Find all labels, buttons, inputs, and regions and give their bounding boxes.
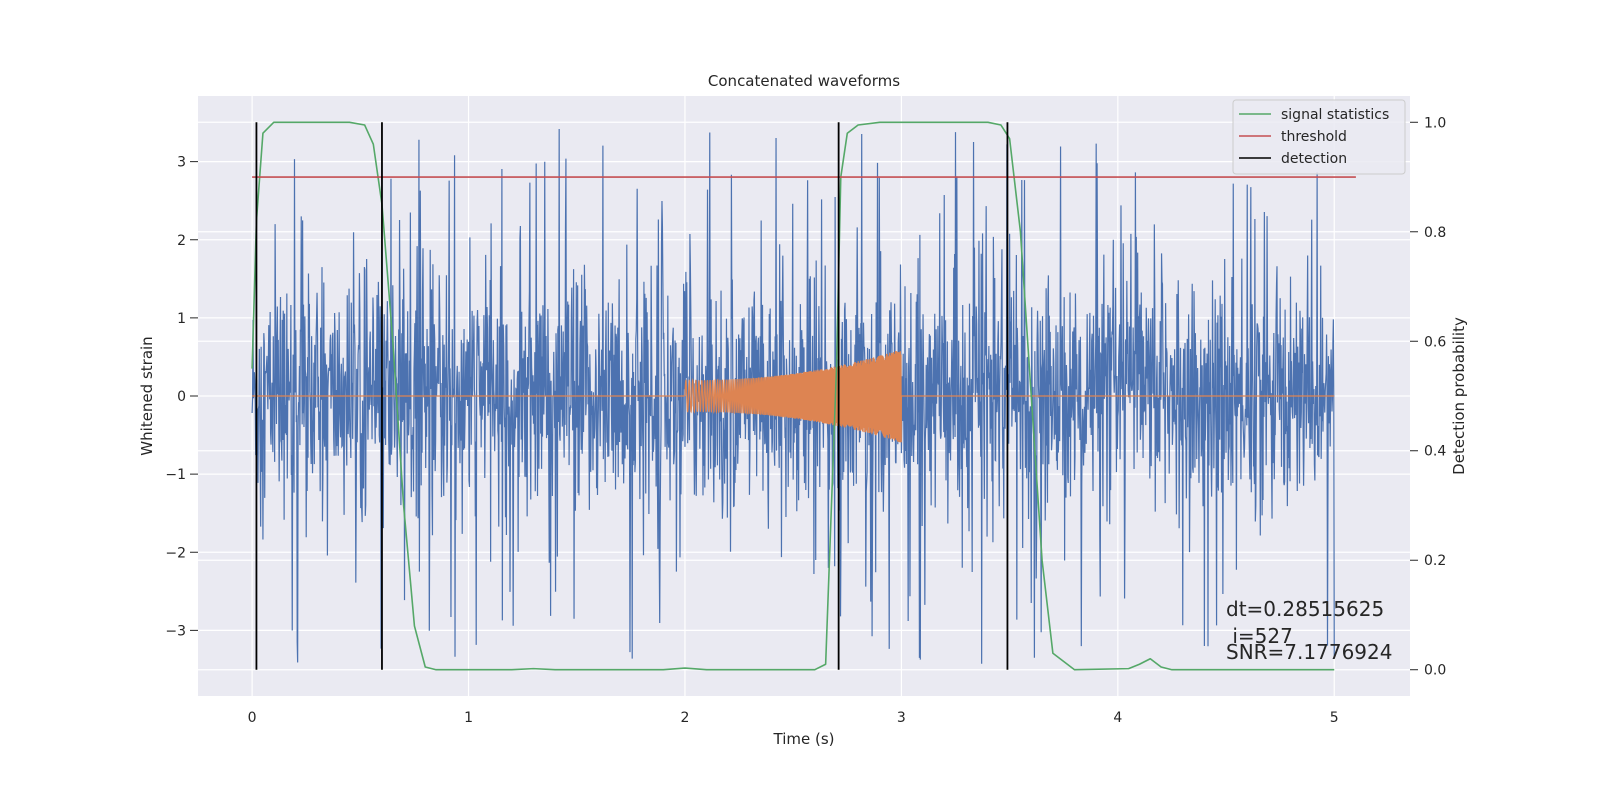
y2-tick-label: 1.0 (1424, 115, 1446, 131)
x-tick-label: 4 (1113, 710, 1122, 726)
y-tick-label: 1 (177, 311, 186, 327)
y-tick-label: −2 (165, 545, 186, 561)
noise-waveform-line (251, 129, 1335, 664)
noise-waveform-series (251, 129, 1335, 664)
y-tick-label: −1 (165, 467, 186, 483)
y2-tick-label: 0.2 (1424, 553, 1446, 569)
y-tick-label: −3 (165, 623, 186, 639)
chirp-waveform-line (252, 351, 1335, 443)
legend: signal statistics threshold detection (1232, 99, 1406, 175)
chart-title: Concatenated waveforms (708, 72, 900, 90)
x-tick-label: 5 (1330, 710, 1339, 726)
y2-tick-label: 0.0 (1424, 663, 1446, 679)
y-tick-label: 0 (177, 389, 186, 405)
y2-tick-label: 0.4 (1424, 444, 1446, 460)
probability-series (251, 121, 1356, 671)
legend-label-threshold: threshold (1281, 129, 1347, 145)
y2-tick-label: 0.6 (1424, 334, 1446, 350)
x-tick-label: 0 (248, 710, 257, 726)
legend-label-signal-statistics: signal statistics (1281, 107, 1389, 123)
annotation-index: i=527 (1226, 624, 1293, 648)
y-axis-label: Whitened strain (138, 336, 156, 455)
axis-ticks: 0 1 2 3 4 5 −3 −2 −1 0 1 2 3 0.0 0.2 0.4 0.6 0.8 1.0 (165, 115, 1446, 726)
annotation-dt: dt=0.28515625 (1226, 597, 1384, 621)
y2-axis-label: Detection probability (1450, 317, 1468, 475)
y-tick-label: 2 (177, 233, 186, 249)
x-tick-label: 3 (897, 710, 906, 726)
legend-label-detection: detection (1281, 151, 1347, 167)
signal-statistics-line (251, 121, 1335, 671)
detection-lines (255, 122, 1009, 670)
chirp-waveform-series (252, 351, 1335, 443)
y-tick-label: 3 (177, 155, 186, 171)
x-tick-label: 2 (681, 710, 690, 726)
y2-tick-label: 0.8 (1424, 225, 1446, 241)
annotation-snr: SNR=7.1776924 (1226, 640, 1392, 664)
x-axis-label: Time (s) (773, 730, 835, 748)
x-tick-label: 1 (464, 710, 473, 726)
